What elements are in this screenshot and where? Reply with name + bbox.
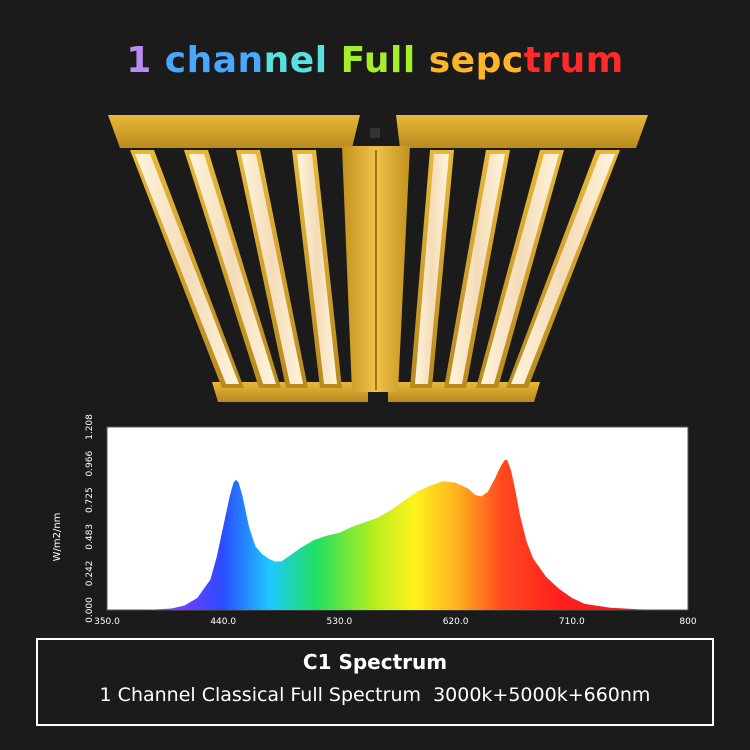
led-bars-left [130,150,342,388]
x-axis-ticks: 350.0 440.0 530.0 620.0 710.0 800 [94,617,697,627]
top-rail-right [396,115,648,148]
y-tick-label: 0.966 [85,451,95,477]
top-rail-left [108,115,360,148]
y-tick-label: 0.242 [85,560,95,586]
title-part: nel [263,40,341,81]
caption-subtitle: 1 Channel Classical Full Spectrum 3000k+… [99,684,651,706]
page-title: 1 channel Full sepctrum [0,40,750,81]
y-axis-label: W/m2/nm [52,513,63,562]
title-part: trum [523,40,624,81]
title-part: chan [164,40,264,81]
led-bars-right [410,150,620,388]
title-part: sepc [428,40,524,81]
x-tick-label: 350.0 [94,617,120,627]
y-axis-ticks: 0.000 0.242 0.483 0.725 0.966 1.208 [85,414,95,623]
title-part: Full [340,40,429,81]
grow-light-fixture-image [108,115,648,402]
y-tick-label: 1.208 [85,414,95,440]
spectrum-chart: W/m2/nm 0.000 0.242 0.483 0.725 0.966 1.208 3… [52,414,697,627]
caption-title: C1 Spectrum [302,650,448,674]
x-tick-label: 620.0 [443,617,469,627]
x-tick-label: 530.0 [327,617,353,627]
x-tick-label: 710.0 [559,617,585,627]
y-tick-label: 0.000 [85,597,95,623]
x-tick-label: 800 [679,617,696,627]
x-tick-label: 440.0 [210,617,236,627]
spectrum-series-area [107,460,688,610]
y-tick-label: 0.725 [85,487,95,513]
title-part: 1 [126,40,165,81]
caption-box: C1 Spectrum 1 Channel Classical Full Spe… [36,638,714,726]
y-tick-label: 0.483 [85,524,95,550]
hanger-mount [370,128,380,138]
